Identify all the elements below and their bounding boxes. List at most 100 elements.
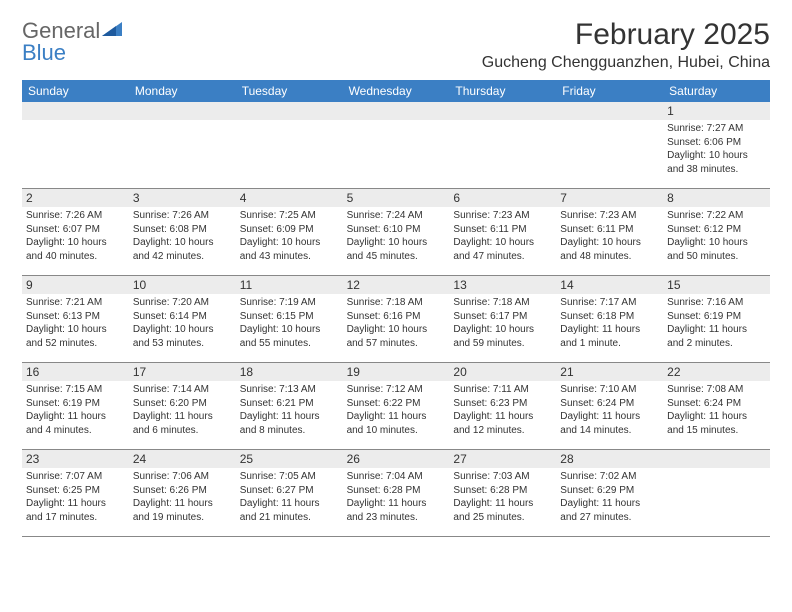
daylight-text: Daylight: 10 hours and 59 minutes.: [453, 323, 552, 350]
sunrise-text: Sunrise: 7:18 AM: [347, 296, 446, 310]
daylight-text: Daylight: 10 hours and 45 minutes.: [347, 236, 446, 263]
day-cell: 20Sunrise: 7:11 AMSunset: 6:23 PMDayligh…: [449, 363, 556, 449]
sunset-text: Sunset: 6:13 PM: [26, 310, 125, 324]
daylight-text: Daylight: 11 hours and 25 minutes.: [453, 497, 552, 524]
daylight-text: Daylight: 10 hours and 50 minutes.: [667, 236, 766, 263]
day-cell: 10Sunrise: 7:20 AMSunset: 6:14 PMDayligh…: [129, 276, 236, 362]
sunset-text: Sunset: 6:26 PM: [133, 484, 232, 498]
day-info: Sunrise: 7:08 AMSunset: 6:24 PMDaylight:…: [663, 381, 770, 441]
day-cell: 5Sunrise: 7:24 AMSunset: 6:10 PMDaylight…: [343, 189, 450, 275]
day-cell: [343, 102, 450, 188]
daylight-text: Daylight: 11 hours and 21 minutes.: [240, 497, 339, 524]
sunrise-text: Sunrise: 7:26 AM: [133, 209, 232, 223]
day-number: 5: [343, 189, 450, 207]
day-number: 2: [22, 189, 129, 207]
empty-day-bar: [343, 102, 450, 120]
day-cell: 16Sunrise: 7:15 AMSunset: 6:19 PMDayligh…: [22, 363, 129, 449]
empty-day-bar: [236, 102, 343, 120]
sunrise-text: Sunrise: 7:16 AM: [667, 296, 766, 310]
day-number: 24: [129, 450, 236, 468]
sunset-text: Sunset: 6:11 PM: [560, 223, 659, 237]
month-title: February 2025: [482, 18, 770, 52]
day-cell: 3Sunrise: 7:26 AMSunset: 6:08 PMDaylight…: [129, 189, 236, 275]
day-info: Sunrise: 7:05 AMSunset: 6:27 PMDaylight:…: [236, 468, 343, 528]
sunset-text: Sunset: 6:19 PM: [26, 397, 125, 411]
day-cell: 15Sunrise: 7:16 AMSunset: 6:19 PMDayligh…: [663, 276, 770, 362]
daylight-text: Daylight: 10 hours and 57 minutes.: [347, 323, 446, 350]
day-number: 22: [663, 363, 770, 381]
daylight-text: Daylight: 11 hours and 17 minutes.: [26, 497, 125, 524]
sunset-text: Sunset: 6:24 PM: [560, 397, 659, 411]
sunset-text: Sunset: 6:16 PM: [347, 310, 446, 324]
sunrise-text: Sunrise: 7:05 AM: [240, 470, 339, 484]
day-info: Sunrise: 7:26 AMSunset: 6:07 PMDaylight:…: [22, 207, 129, 267]
daylight-text: Daylight: 11 hours and 6 minutes.: [133, 410, 232, 437]
day-info: Sunrise: 7:10 AMSunset: 6:24 PMDaylight:…: [556, 381, 663, 441]
daylight-text: Daylight: 10 hours and 47 minutes.: [453, 236, 552, 263]
day-number: 6: [449, 189, 556, 207]
day-header-friday: Friday: [556, 80, 663, 102]
daylight-text: Daylight: 10 hours and 40 minutes.: [26, 236, 125, 263]
header: General February 2025 Gucheng Chengguanz…: [22, 18, 770, 72]
daylight-text: Daylight: 11 hours and 27 minutes.: [560, 497, 659, 524]
day-number: 25: [236, 450, 343, 468]
day-cell: 6Sunrise: 7:23 AMSunset: 6:11 PMDaylight…: [449, 189, 556, 275]
day-number: 4: [236, 189, 343, 207]
day-info: Sunrise: 7:25 AMSunset: 6:09 PMDaylight:…: [236, 207, 343, 267]
day-cell: 12Sunrise: 7:18 AMSunset: 6:16 PMDayligh…: [343, 276, 450, 362]
day-info: Sunrise: 7:11 AMSunset: 6:23 PMDaylight:…: [449, 381, 556, 441]
sunset-text: Sunset: 6:18 PM: [560, 310, 659, 324]
day-number: 1: [663, 102, 770, 120]
sunset-text: Sunset: 6:11 PM: [453, 223, 552, 237]
day-cell: 27Sunrise: 7:03 AMSunset: 6:28 PMDayligh…: [449, 450, 556, 536]
empty-day-bar: [22, 102, 129, 120]
day-number: 20: [449, 363, 556, 381]
day-number: 15: [663, 276, 770, 294]
day-cell: [129, 102, 236, 188]
sunrise-text: Sunrise: 7:15 AM: [26, 383, 125, 397]
day-number: 28: [556, 450, 663, 468]
sunset-text: Sunset: 6:28 PM: [347, 484, 446, 498]
sunset-text: Sunset: 6:07 PM: [26, 223, 125, 237]
day-number: 8: [663, 189, 770, 207]
empty-day-bar: [449, 102, 556, 120]
day-number: 17: [129, 363, 236, 381]
sunrise-text: Sunrise: 7:26 AM: [26, 209, 125, 223]
day-cell: 4Sunrise: 7:25 AMSunset: 6:09 PMDaylight…: [236, 189, 343, 275]
day-header-saturday: Saturday: [663, 80, 770, 102]
sunset-text: Sunset: 6:06 PM: [667, 136, 766, 150]
daylight-text: Daylight: 11 hours and 19 minutes.: [133, 497, 232, 524]
daylight-text: Daylight: 10 hours and 38 minutes.: [667, 149, 766, 176]
day-cell: 25Sunrise: 7:05 AMSunset: 6:27 PMDayligh…: [236, 450, 343, 536]
week-row: 1Sunrise: 7:27 AMSunset: 6:06 PMDaylight…: [22, 102, 770, 189]
day-info: Sunrise: 7:04 AMSunset: 6:28 PMDaylight:…: [343, 468, 450, 528]
daylight-text: Daylight: 11 hours and 15 minutes.: [667, 410, 766, 437]
day-info: Sunrise: 7:18 AMSunset: 6:17 PMDaylight:…: [449, 294, 556, 354]
empty-day-bar: [556, 102, 663, 120]
sunset-text: Sunset: 6:22 PM: [347, 397, 446, 411]
daylight-text: Daylight: 11 hours and 2 minutes.: [667, 323, 766, 350]
day-cell: [22, 102, 129, 188]
daylight-text: Daylight: 11 hours and 1 minute.: [560, 323, 659, 350]
sunrise-text: Sunrise: 7:14 AM: [133, 383, 232, 397]
day-info: Sunrise: 7:03 AMSunset: 6:28 PMDaylight:…: [449, 468, 556, 528]
sunrise-text: Sunrise: 7:04 AM: [347, 470, 446, 484]
daylight-text: Daylight: 10 hours and 48 minutes.: [560, 236, 659, 263]
sunrise-text: Sunrise: 7:23 AM: [560, 209, 659, 223]
sunrise-text: Sunrise: 7:27 AM: [667, 122, 766, 136]
daylight-text: Daylight: 11 hours and 10 minutes.: [347, 410, 446, 437]
week-row: 16Sunrise: 7:15 AMSunset: 6:19 PMDayligh…: [22, 363, 770, 450]
day-number: 7: [556, 189, 663, 207]
day-cell: 13Sunrise: 7:18 AMSunset: 6:17 PMDayligh…: [449, 276, 556, 362]
sunset-text: Sunset: 6:25 PM: [26, 484, 125, 498]
sunset-text: Sunset: 6:17 PM: [453, 310, 552, 324]
day-info: Sunrise: 7:26 AMSunset: 6:08 PMDaylight:…: [129, 207, 236, 267]
day-info: Sunrise: 7:12 AMSunset: 6:22 PMDaylight:…: [343, 381, 450, 441]
day-cell: 2Sunrise: 7:26 AMSunset: 6:07 PMDaylight…: [22, 189, 129, 275]
sunset-text: Sunset: 6:08 PM: [133, 223, 232, 237]
sunrise-text: Sunrise: 7:10 AM: [560, 383, 659, 397]
day-info: Sunrise: 7:23 AMSunset: 6:11 PMDaylight:…: [449, 207, 556, 267]
daylight-text: Daylight: 11 hours and 14 minutes.: [560, 410, 659, 437]
daylight-text: Daylight: 10 hours and 42 minutes.: [133, 236, 232, 263]
day-info: Sunrise: 7:27 AMSunset: 6:06 PMDaylight:…: [663, 120, 770, 180]
